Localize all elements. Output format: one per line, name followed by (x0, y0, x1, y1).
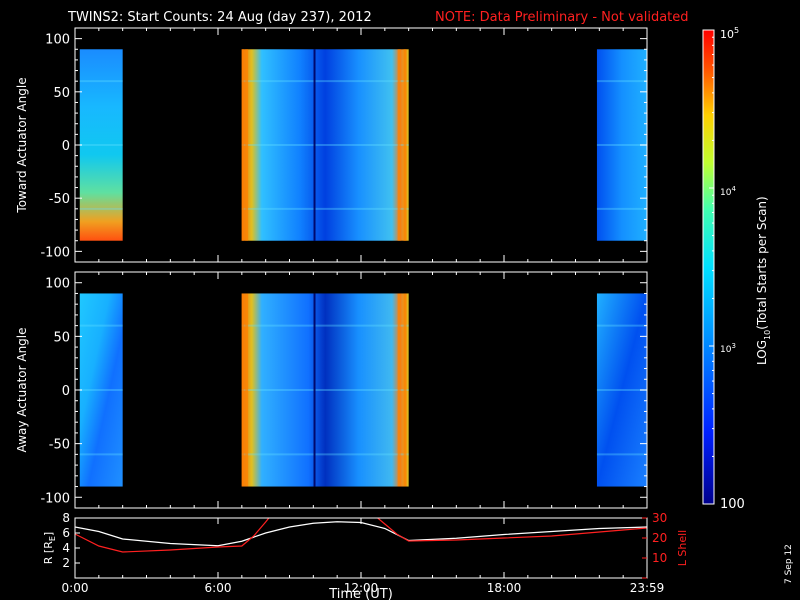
colorbar-low-label: 103 (720, 342, 736, 355)
toward-ytick-label: -50 (49, 192, 70, 207)
away-ylabel: Away Actuator Angle (15, 327, 29, 452)
toward-data-block (241, 49, 409, 241)
panel-away: 100 50 0 -50 -100 Away Actuator Angle (15, 271, 648, 509)
away-ytick-label: 0 (62, 384, 70, 399)
colorbar-top-label: 105 (720, 26, 739, 41)
orbit-xtick-label: 18:00 (487, 581, 522, 595)
orbit-right-label: L Shell (676, 530, 689, 566)
toward-ytick-label: 50 (53, 86, 70, 101)
orbit-series-2 (376, 518, 647, 542)
toward-ytick-label: 100 (45, 33, 70, 48)
away-ytick-label: 100 (45, 277, 70, 292)
plot-title: TWINS2: Start Counts: 24 Aug (day 237), … (67, 10, 372, 25)
orbit-right-tick-label: 30 (652, 511, 667, 525)
orbit-left-tick-label: 4 (62, 541, 70, 555)
toward-ylabel: Toward Actuator Angle (15, 77, 29, 213)
orbit-xtick-label: 12:00 (344, 581, 379, 595)
away-ytick-label: -100 (40, 491, 70, 506)
preliminary-note: NOTE: Data Preliminary - Not validated (435, 10, 689, 25)
toward-data-block (596, 49, 647, 241)
orbit-xtick-label: 23:59 (630, 581, 665, 595)
orbit-xtick-label: 0:00 (62, 581, 89, 595)
colorbar-ticks (709, 36, 714, 505)
away-ytick-label: -50 (49, 438, 70, 453)
orbit-series-0 (75, 521, 647, 547)
panel-toward: 100 50 0 -50 -100 Toward Actuator Angle (15, 27, 648, 263)
toward-ytick-label: 0 (62, 139, 70, 154)
orbit-left-tick-label: 2 (62, 556, 70, 570)
colorbar-title: LOG10(Total Starts per Scan) (755, 196, 772, 365)
orbit-left-tick-label: 8 (62, 511, 70, 525)
away-data-block (79, 293, 123, 487)
colorbar (702, 29, 715, 505)
colorbar-bottom-label: 100 (720, 497, 745, 512)
away-ytick-label: 50 (53, 330, 70, 345)
orbit-right-tick-label: 10 (652, 551, 667, 565)
colorbar-mid-label: 104 (720, 185, 736, 198)
orbit-left-tick-label: 6 (62, 526, 70, 540)
orbit-left-label: R [RE] (42, 532, 57, 564)
toward-data-block (79, 49, 123, 241)
orbit-xtick-label: 6:00 (205, 581, 232, 595)
toward-ytick-label: -100 (40, 245, 70, 260)
orbit-xlabel: Time (UT) (328, 587, 393, 600)
date-stamp: 7 Sep 12 (784, 544, 794, 584)
away-data-block (241, 293, 409, 487)
orbit-frame (74, 517, 648, 579)
orbit-series-1 (75, 518, 270, 553)
orbit-right-tick-label: 20 (652, 531, 667, 545)
away-data-block (596, 293, 647, 487)
